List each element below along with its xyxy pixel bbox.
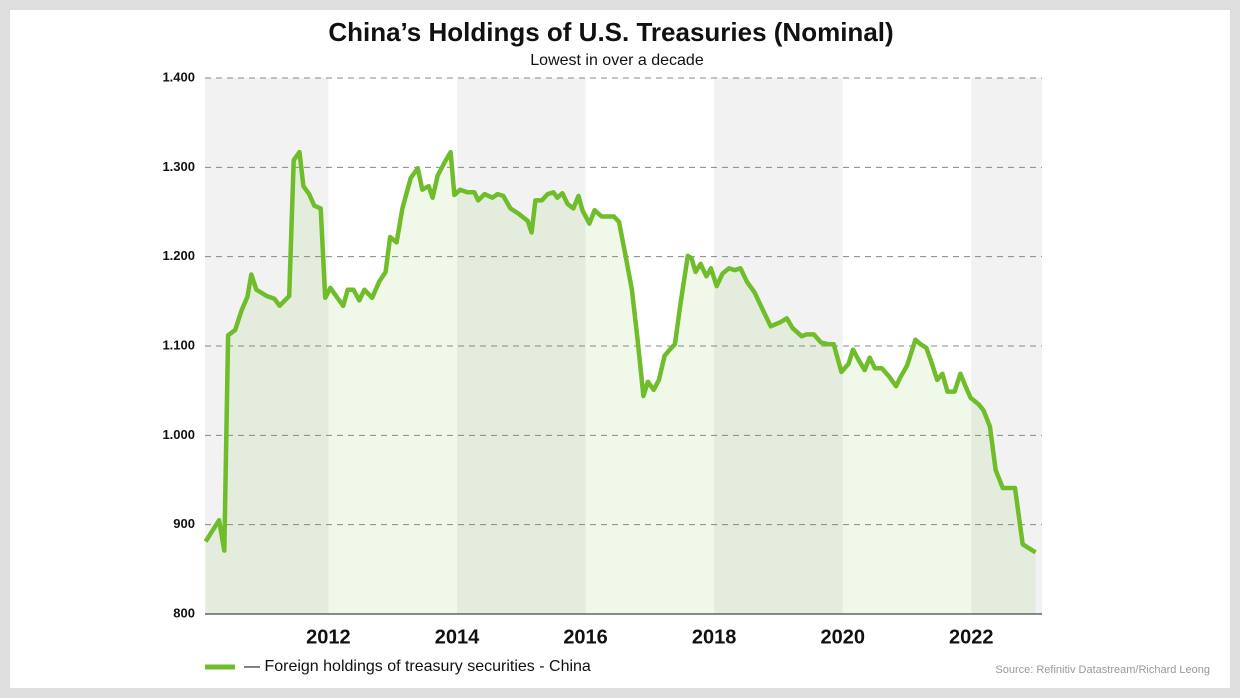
line	[203, 149, 1037, 555]
y-tick-label: 1.300	[162, 159, 195, 174]
band	[457, 78, 586, 614]
x-tick-label: 2020	[820, 626, 865, 648]
source: Source: Refinitiv Datastream/Richard Leo…	[995, 664, 1210, 676]
x-tick-label: 2018	[692, 626, 737, 648]
y-tick-label: 1.000	[162, 427, 195, 442]
y-tick-label: 800	[173, 605, 195, 620]
chart-title: China’s Holdings of U.S. Treasuries (Nom…	[328, 17, 893, 47]
legend-label: — Foreign holdings of treasury securitie…	[244, 658, 591, 675]
x-tick-label: 2014	[435, 626, 480, 648]
y-tick-label: 900	[173, 516, 195, 531]
x-tick-label: 2022	[949, 626, 994, 648]
area-fill	[205, 152, 1036, 614]
chart-subtitle: Lowest in over a decade	[530, 52, 704, 69]
x-tick-label: 2016	[563, 626, 608, 648]
y-tick-label: 1.200	[162, 248, 195, 263]
y-tick-label: 1.400	[162, 69, 195, 84]
plot: 1.400 1.300 1.200 1.100 1.000 900 800 2012 2014 2…	[162, 69, 1042, 675]
y-tick-label: 1.100	[162, 337, 195, 352]
x-tick-label: 2012	[306, 626, 351, 648]
